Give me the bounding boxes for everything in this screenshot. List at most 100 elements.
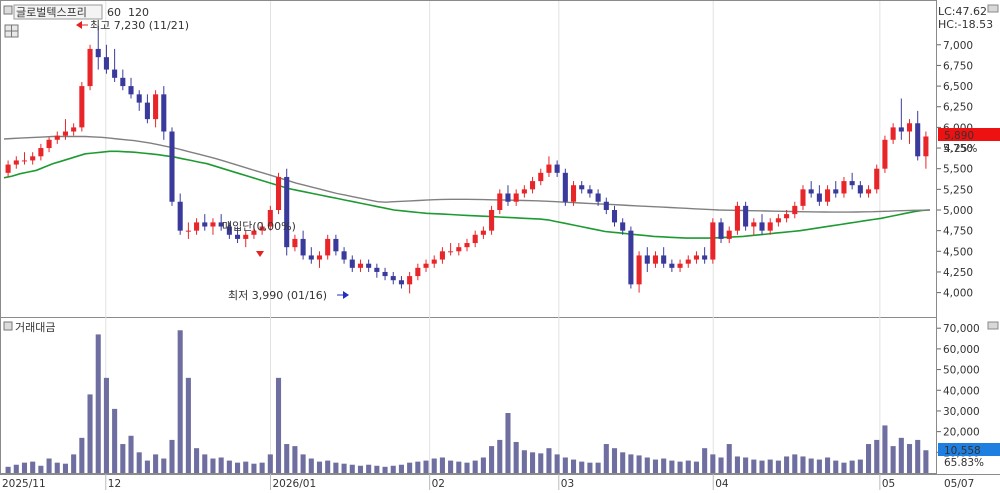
volume-bar bbox=[710, 454, 716, 473]
volume-bar bbox=[841, 462, 847, 473]
volume-bar bbox=[857, 459, 863, 473]
price-tick-label: 4,500 bbox=[943, 246, 973, 258]
candle-body bbox=[693, 255, 699, 260]
candle-body bbox=[570, 185, 577, 202]
price-tick-label: 4,000 bbox=[943, 288, 973, 300]
candle-body bbox=[5, 164, 11, 173]
volume-bar bbox=[398, 464, 404, 473]
candle-body bbox=[46, 139, 52, 149]
volume-toggle-icon[interactable] bbox=[3, 321, 13, 331]
volume-bar bbox=[726, 444, 732, 473]
candle-body bbox=[603, 201, 609, 210]
volume-bar bbox=[423, 460, 429, 473]
volume-bar bbox=[177, 330, 183, 473]
candle-body bbox=[677, 263, 683, 268]
volume-bar bbox=[890, 446, 896, 473]
volume-bar bbox=[513, 441, 519, 473]
candle-body bbox=[382, 271, 388, 277]
candle-body bbox=[62, 131, 69, 136]
candle-body bbox=[169, 131, 175, 202]
volume-bar bbox=[357, 465, 364, 473]
candle-body bbox=[177, 201, 183, 231]
candle-body bbox=[480, 230, 486, 235]
candle-body bbox=[38, 148, 44, 157]
price-tick-label: 5,000 bbox=[943, 205, 973, 217]
volume-bar bbox=[685, 460, 691, 473]
candle-body bbox=[161, 94, 167, 132]
candle-body bbox=[79, 86, 85, 128]
candle-body bbox=[898, 127, 904, 132]
candle-body bbox=[587, 189, 593, 194]
price-change-value: 4.25% bbox=[944, 143, 977, 155]
candle-body bbox=[243, 234, 249, 239]
volume-bar bbox=[620, 452, 626, 473]
volume-bar bbox=[538, 453, 544, 473]
candle-body bbox=[546, 164, 552, 173]
volume-tick-label: 20,000 bbox=[943, 427, 980, 439]
volume-bar bbox=[497, 439, 503, 473]
volume-bar bbox=[316, 461, 323, 473]
candle-body bbox=[136, 94, 142, 103]
lc-label: LC:47.62 bbox=[938, 5, 987, 18]
volume-bar bbox=[243, 461, 249, 473]
volume-scroll-handle[interactable] bbox=[987, 321, 999, 330]
candle-body bbox=[349, 259, 355, 268]
volume-bar bbox=[103, 377, 109, 473]
volume-bar bbox=[62, 463, 69, 473]
high-label: 최고 7,230 (11/21) bbox=[90, 19, 189, 32]
date-label: 02 bbox=[432, 478, 445, 490]
volume-tick-label: 50,000 bbox=[943, 365, 980, 377]
candle-body bbox=[726, 230, 732, 239]
volume-bar bbox=[407, 462, 413, 473]
volume-bar bbox=[341, 463, 347, 473]
candle-body bbox=[628, 230, 634, 285]
candle-body bbox=[284, 176, 290, 248]
candle-body bbox=[366, 263, 372, 268]
price-tick-label: 7,000 bbox=[943, 40, 973, 52]
candle-body bbox=[54, 135, 60, 140]
ma120-line bbox=[3, 135, 931, 213]
volume-bar bbox=[292, 446, 298, 473]
volume-bar bbox=[439, 457, 445, 473]
volume-badge: 10,558 65.83% bbox=[938, 443, 1000, 469]
high-annotation: 최고 7,230 (11/21) bbox=[76, 19, 189, 32]
candle-body bbox=[915, 123, 921, 157]
candle-body bbox=[710, 222, 716, 260]
candle-body bbox=[497, 193, 503, 210]
volume-bar bbox=[767, 459, 773, 473]
title-box[interactable] bbox=[13, 4, 103, 20]
price-tick-label: 6,750 bbox=[943, 60, 973, 72]
volume-bar bbox=[669, 460, 675, 473]
candle-body bbox=[13, 160, 19, 165]
price-scroll-handle[interactable] bbox=[987, 4, 999, 13]
candle-body bbox=[792, 205, 798, 215]
volume-bar bbox=[775, 460, 781, 473]
volume-bar bbox=[718, 457, 724, 473]
volume-bar bbox=[153, 454, 159, 473]
volume-bar bbox=[480, 457, 486, 473]
candle-body bbox=[398, 280, 404, 285]
candle-body bbox=[784, 214, 790, 219]
candle-body bbox=[890, 127, 896, 140]
volume-bar bbox=[308, 458, 314, 473]
volume-bar bbox=[808, 458, 814, 473]
candle-body bbox=[210, 222, 216, 227]
entry-label: 매입단(0,00%) bbox=[222, 220, 296, 233]
header: 글로벌텍스프리 60 120 LC:47.62 HC:-18.53 bbox=[3, 4, 993, 38]
panel-toggle-icon[interactable] bbox=[3, 5, 13, 15]
ma60-label: 60 bbox=[107, 6, 121, 19]
candle-body bbox=[185, 230, 191, 232]
candle-body bbox=[530, 181, 536, 190]
volume-bar bbox=[235, 462, 241, 473]
candle-body bbox=[652, 255, 659, 264]
volume-bar bbox=[800, 456, 806, 473]
candle-body bbox=[341, 251, 347, 260]
volume-bar bbox=[251, 463, 257, 473]
volume-bar bbox=[751, 459, 757, 473]
candle-body bbox=[751, 222, 757, 227]
volume-bar bbox=[349, 464, 355, 473]
price-tick-label: 4,250 bbox=[943, 267, 973, 279]
candle-body bbox=[472, 234, 478, 244]
volume-bar bbox=[267, 454, 273, 473]
volume-bar bbox=[521, 450, 527, 473]
